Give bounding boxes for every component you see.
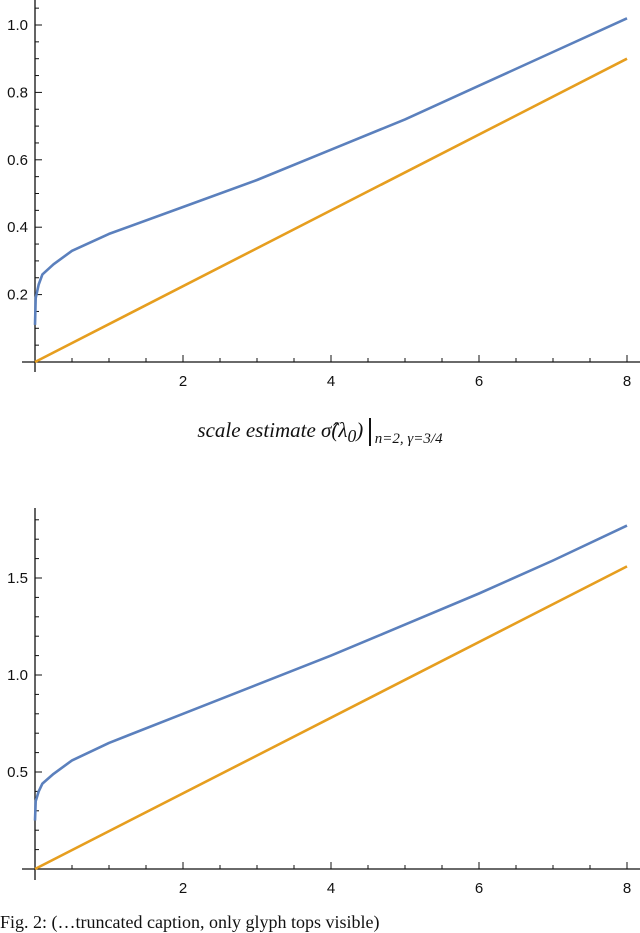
bottom-chart-title: scale estimate σ̂(λ0) n=2, γ=3/4 (0, 418, 640, 448)
title-condition: n=2, γ=3/4 (374, 431, 443, 447)
blue-series-line (33, 524, 628, 821)
x-tick-label: 2 (179, 880, 187, 897)
title-close: ) (356, 418, 364, 442)
x-tick-label: 8 (623, 880, 631, 897)
figure-caption: Fig. 2: (…truncated caption, only glyph … (0, 912, 380, 932)
bottom-chart: 2 4 6 8 0.5 1.0 1.5 (7, 508, 640, 897)
y-tick-label: 0.2 (7, 287, 28, 304)
y-tick-label: 1.0 (7, 667, 28, 684)
orange-series-line (34, 57, 628, 364)
x-tick-label: 2 (179, 373, 187, 390)
top-chart: 2 4 6 8 0.2 0.4 0.6 0.8 1.0 (7, 0, 640, 390)
y-tick-label: 0.5 (7, 764, 28, 781)
y-tick-label: 1.5 (7, 570, 28, 587)
x-tick-label: 8 (623, 373, 631, 390)
orange-series-line (34, 565, 628, 871)
x-tick-label: 4 (327, 373, 335, 390)
y-tick-label: 0.8 (7, 84, 28, 101)
x-tick-label: 4 (327, 880, 335, 897)
title-lambda-sub: 0 (347, 426, 357, 447)
y-tick-label: 0.4 (7, 219, 28, 236)
blue-series-line (33, 17, 628, 325)
y-tick-label: 1.0 (7, 17, 28, 34)
x-tick-label: 6 (475, 880, 483, 897)
y-tick-label: 0.6 (7, 152, 28, 169)
title-text: scale estimate σ̂(λ (197, 418, 348, 442)
x-tick-label: 6 (475, 373, 483, 390)
evaluation-bar (369, 418, 371, 446)
